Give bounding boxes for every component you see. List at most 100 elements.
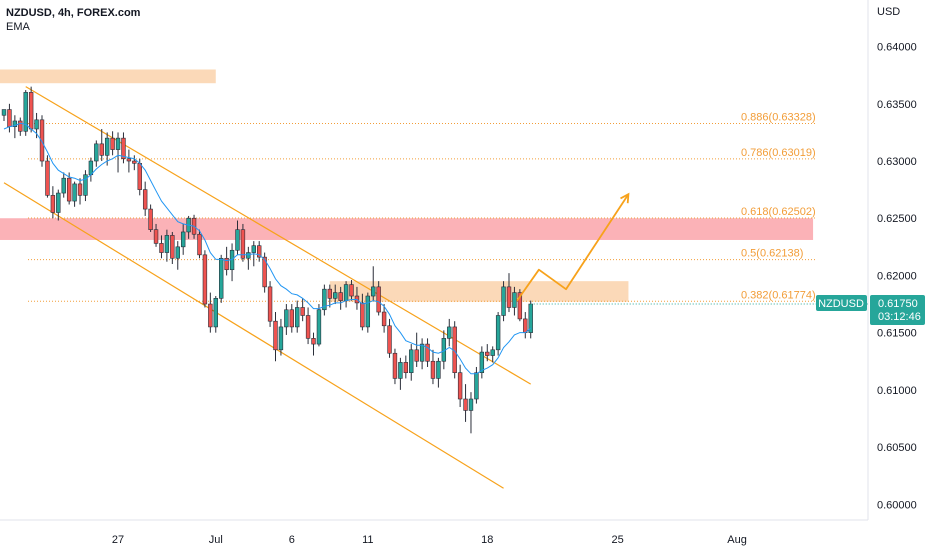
candle-bull	[1, 109, 7, 116]
y-tick-label: 0.60500	[877, 442, 917, 454]
candle-bear	[327, 288, 332, 299]
candle-bear	[457, 372, 463, 400]
candle-bull	[56, 192, 61, 213]
channel-lower-line	[3, 182, 504, 489]
candle-bear	[463, 398, 468, 411]
candle-bear	[267, 286, 273, 322]
candle-bear	[273, 320, 278, 351]
candle-bear	[300, 307, 305, 316]
candle-bear	[142, 189, 148, 210]
candle-bear	[202, 254, 208, 305]
symbol-title: NZDUSD, 4h, FOREX.com	[6, 7, 141, 19]
candle-bear	[376, 286, 381, 313]
zone-breakout-zone	[329, 281, 629, 302]
indicator-label: EMA	[6, 21, 30, 33]
symbol-tag-label: NZDUSD	[818, 298, 864, 310]
candle-bear	[240, 229, 246, 259]
candle-bull	[512, 292, 517, 308]
y-tick-label: 0.64000	[877, 42, 917, 54]
candle-bear	[338, 292, 343, 301]
projection-arrowhead	[620, 192, 630, 204]
candle-bull	[474, 372, 479, 400]
candle-bull	[246, 252, 251, 259]
candle-bear	[197, 233, 202, 256]
candle-bear	[153, 229, 159, 244]
y-tick-label: 0.61000	[877, 385, 917, 397]
candle-bear	[208, 303, 213, 328]
x-tick-label: 25	[611, 534, 623, 546]
candle-bear	[50, 195, 56, 213]
candle-bear	[110, 137, 115, 150]
candle-bear	[126, 158, 132, 162]
candle-bear	[305, 315, 311, 339]
candle-bear	[414, 349, 419, 362]
candle-bull	[295, 307, 300, 328]
candle-bear	[262, 256, 267, 288]
y-tick-label: 0.63500	[877, 99, 917, 111]
candle-bear	[18, 120, 23, 132]
candle-bull	[322, 288, 327, 311]
candle-bear	[257, 245, 262, 258]
fibonacci-levels: 0.886(0.63328) 0.786(0.63019) 0.618(0.6250…	[28, 111, 816, 302]
x-tick-label: Aug	[727, 534, 747, 546]
candle-bull	[447, 326, 452, 339]
candle-bear	[28, 92, 34, 130]
price-tag-box	[870, 295, 925, 326]
symbol-tag-box	[816, 295, 867, 312]
candle-bear	[523, 318, 528, 333]
candle-bear	[387, 325, 392, 354]
candle-bear	[403, 362, 409, 373]
candle-bull	[371, 286, 376, 297]
candle-bear	[121, 137, 126, 160]
candle-bear	[45, 160, 50, 196]
candle-bull	[213, 298, 218, 328]
candle-bear	[77, 183, 83, 196]
y-tick-label: 0.60000	[877, 499, 917, 511]
candle-bear	[289, 309, 294, 328]
candle-bear	[132, 160, 137, 164]
y-tick-label: 0.62000	[877, 270, 917, 282]
candle-bull	[72, 183, 77, 202]
descending-channel	[3, 86, 532, 489]
candle-bear	[7, 109, 12, 127]
candle-bull	[12, 120, 18, 127]
projection-arrow	[516, 192, 630, 302]
candle-bear	[349, 284, 354, 297]
y-tick-label: 0.61500	[877, 328, 917, 340]
fib-label: 0.886(0.63328)	[741, 111, 816, 123]
candle-bull	[175, 246, 180, 259]
x-tick-label: 6	[289, 534, 295, 546]
candle-bull	[409, 349, 414, 373]
candle-bear	[66, 177, 72, 202]
y-tick-label: 0.63000	[877, 156, 917, 168]
fib-label: 0.786(0.63019)	[741, 147, 816, 159]
candle-bear	[39, 119, 45, 162]
candle-bull	[333, 292, 338, 299]
candle-bull	[468, 398, 474, 411]
x-tick-label: Jul	[209, 534, 223, 546]
candle-bear	[148, 208, 153, 230]
candle-bull	[23, 92, 28, 132]
candle-bull	[490, 349, 495, 356]
candle-bull	[479, 351, 485, 373]
zone-resistance-top	[0, 69, 216, 84]
y-tick-label: 0.62500	[877, 213, 917, 225]
candle-bull	[180, 231, 186, 248]
candle-bull	[278, 326, 284, 351]
candle-bear	[425, 343, 430, 362]
candle-bear	[159, 243, 164, 253]
fib-label: 0.618(0.62502)	[741, 206, 816, 218]
zones	[0, 69, 814, 302]
candle-bull	[235, 229, 240, 251]
candle-bull	[34, 119, 39, 130]
candle-bull	[501, 286, 506, 316]
candle-bear	[392, 352, 398, 379]
candle-bear	[485, 351, 490, 356]
candle-bear	[517, 292, 523, 320]
currency-label: USD	[877, 6, 900, 18]
candle-bear	[430, 360, 436, 379]
candle-bull	[436, 360, 441, 379]
candle-bull	[316, 309, 322, 345]
